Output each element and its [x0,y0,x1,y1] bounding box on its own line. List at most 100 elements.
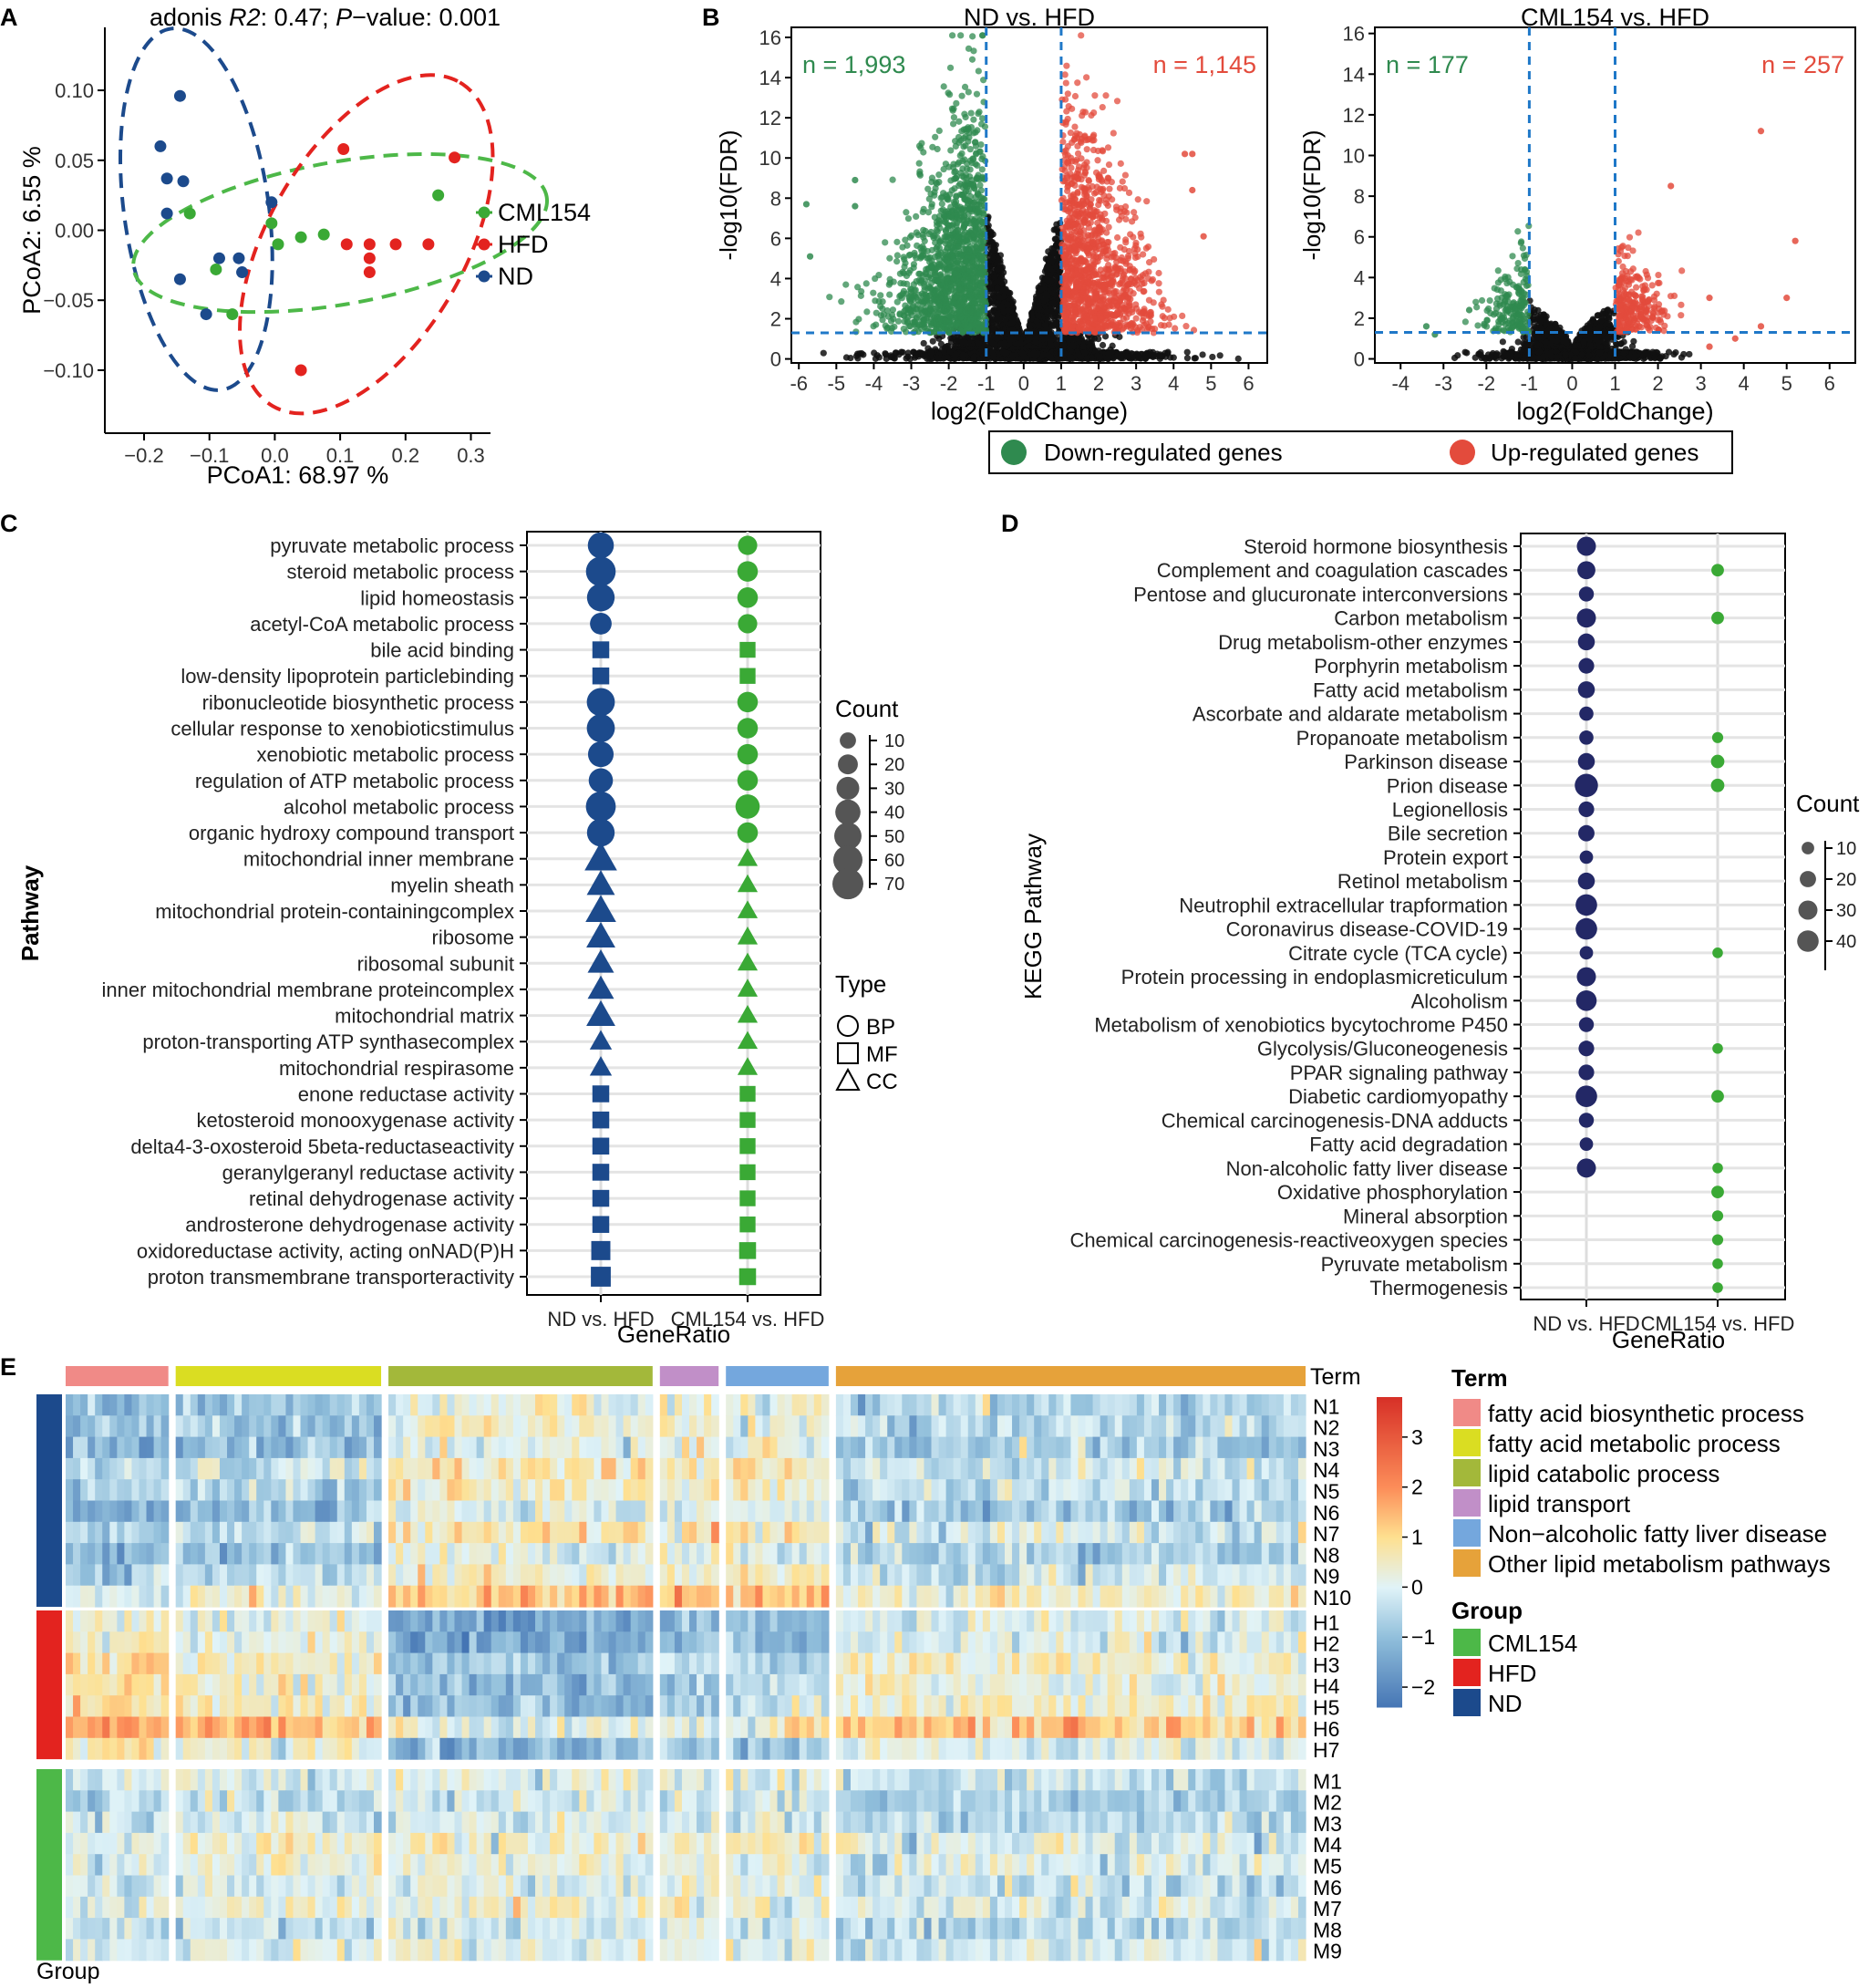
point-down [877,292,884,299]
point-down [950,105,957,112]
title-part: adonis [150,4,229,31]
point-down [875,297,883,305]
point-down [838,298,845,305]
point-down [973,90,981,98]
point-ns [1075,351,1082,358]
point-hfd [363,252,376,264]
point-down [935,171,943,179]
point-ns [934,355,942,362]
x-axis-label: log2(FoldChange) [931,398,1128,425]
point-down [945,322,953,329]
point-ns [883,355,890,362]
point-down [862,280,870,287]
point-down [974,191,982,198]
point-ns [1106,349,1114,357]
point-down [913,212,920,221]
point-nd [160,207,173,220]
point-ns [996,316,1003,324]
point-ns [1164,350,1172,357]
point-cml154 [317,228,330,241]
point-down [966,173,974,181]
point-down [930,320,937,327]
point-down [946,222,954,229]
point-down [955,159,963,166]
point-down [942,308,949,316]
point-down [976,253,985,260]
point-down [956,151,964,160]
point-down [961,195,968,203]
point-down [938,200,945,208]
point-down [951,169,958,176]
point-down [886,279,893,286]
point-down [916,171,924,179]
point-up [1172,325,1179,332]
point-ns [1099,341,1107,349]
point-down [896,293,904,300]
point-down [946,191,954,198]
point-down [951,270,958,277]
point-down [882,239,889,246]
point-down [948,264,955,271]
x-tick-label: 6 [1243,372,1254,395]
point-cml154 [210,263,222,275]
point-nd [200,308,212,321]
point-hfd [363,238,376,251]
point-down [942,287,950,295]
point-ns [1026,322,1033,329]
point-down [958,295,965,303]
point-down [937,316,945,323]
point-down [948,208,955,215]
point-ns [1043,308,1050,316]
point-up [1089,146,1098,154]
point-down [976,109,983,116]
point-down [894,317,903,325]
point-down [956,315,965,322]
point-down [899,243,906,251]
point-down [951,299,958,307]
point-hfd [389,238,402,251]
point-ns [1035,322,1042,329]
y-tick-label: 14 [759,67,781,89]
point-down [962,274,969,281]
point-down [855,316,862,323]
point-ns [920,339,927,347]
point-ns [1081,349,1089,357]
point-down [957,285,965,294]
x-tick-label: -6 [790,372,808,395]
point-down [944,244,951,252]
point-down [940,165,947,173]
point-down [953,233,960,240]
point-down [915,321,924,328]
point-ns [1032,338,1040,346]
point-cml154 [272,238,284,251]
x-tick-label: 0 [1018,372,1029,395]
point-ns [994,285,1001,292]
point-down [946,64,955,71]
point-down [948,32,956,39]
point-down [902,236,909,243]
point-nd [177,175,190,188]
point-up [1104,144,1112,151]
point-down [950,254,957,261]
point-ns [921,352,928,360]
point-ns [820,349,827,357]
point-down [929,143,936,150]
x-tick-label: -1 [977,372,996,395]
legend-marker-cml154 [478,206,490,219]
point-down [927,303,934,310]
y-axis-label-a: PCoA2: 6.55 % [18,146,46,315]
point-down [926,271,934,279]
point-down [873,321,880,328]
point-ns [1109,342,1116,349]
point-ns [1101,333,1110,340]
point-down [958,92,965,99]
point-down [955,243,962,251]
point-down [961,110,968,118]
point-down [914,242,921,249]
point-up [1113,98,1121,105]
point-ns [970,354,977,361]
point-ns [1135,352,1142,360]
x-tick-label: 0.0 [261,444,289,467]
point-hfd [294,364,307,377]
point-down [950,306,957,314]
